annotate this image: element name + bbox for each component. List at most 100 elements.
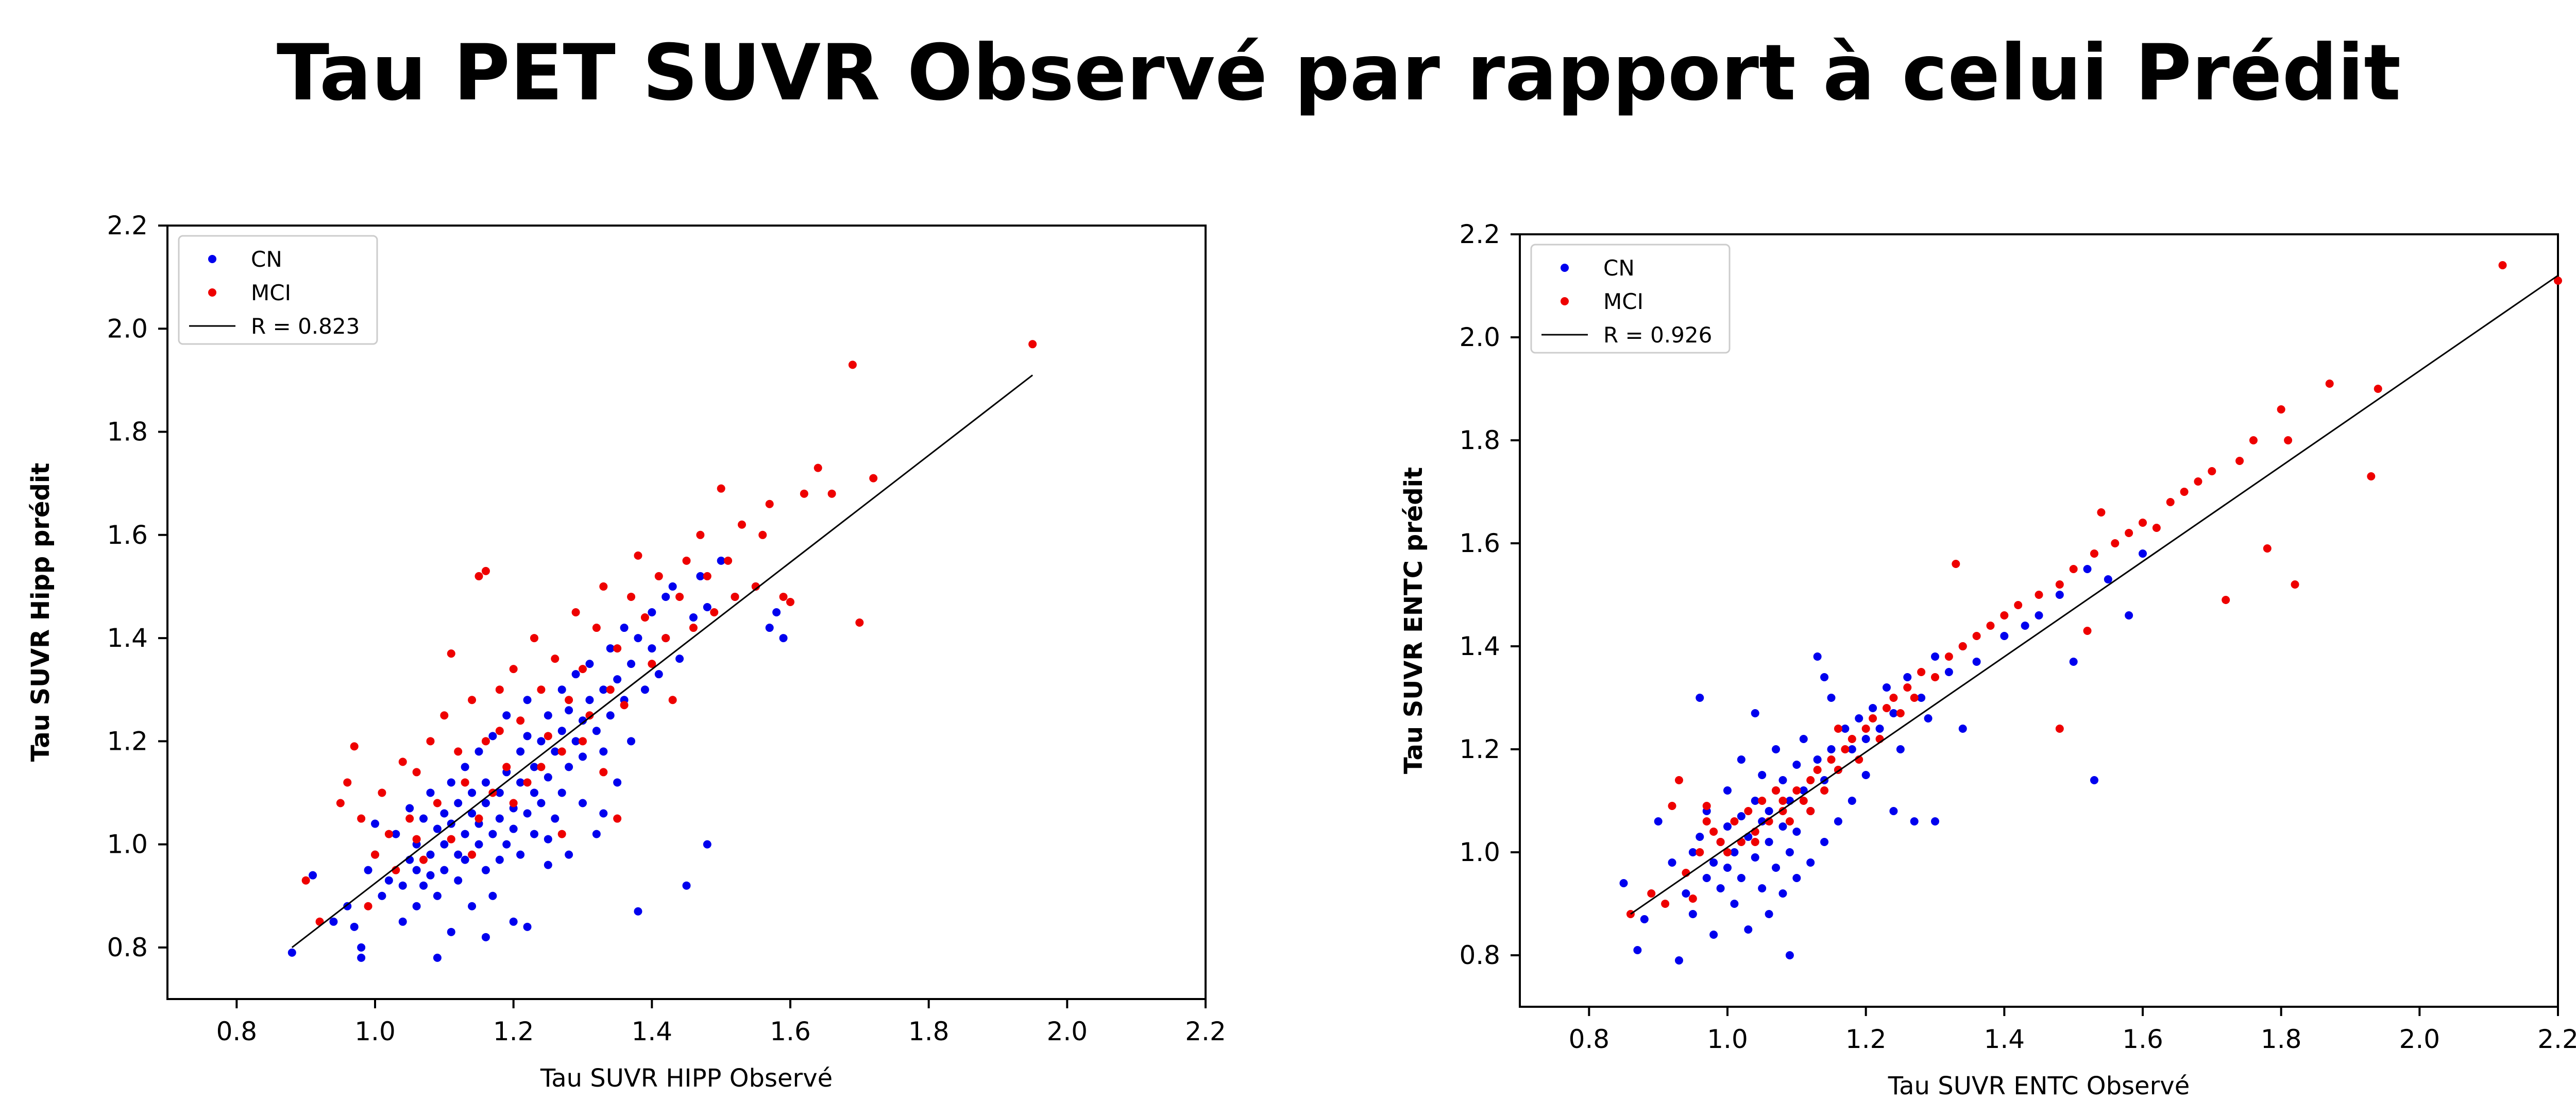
data-point-mci	[634, 551, 642, 560]
data-point-mci	[751, 582, 760, 591]
data-point-cn	[551, 814, 560, 823]
data-point-mci	[419, 855, 428, 864]
data-point-mci	[668, 696, 677, 704]
data-point-cn	[1730, 848, 1739, 856]
data-point-cn	[2083, 565, 2092, 573]
data-point-cn	[537, 799, 546, 807]
data-point-mci	[2263, 544, 2272, 553]
data-point-cn	[565, 763, 573, 771]
data-point-cn	[1861, 771, 1870, 779]
data-point-mci	[579, 737, 587, 746]
y-tick-label: 1.4	[1459, 631, 1500, 661]
legend-label: R = 0.823	[251, 314, 360, 339]
data-point-mci	[557, 747, 566, 756]
data-point-cn	[551, 747, 560, 756]
x-tick-label: 0.8	[216, 1017, 258, 1046]
data-point-cn	[474, 840, 483, 849]
data-point-cn	[703, 840, 711, 849]
data-point-cn	[419, 814, 428, 823]
data-point-mci	[1806, 807, 1815, 815]
data-point-cn	[648, 608, 656, 616]
data-point-cn	[398, 917, 407, 926]
data-point-mci	[1758, 797, 1767, 805]
data-point-mci	[551, 655, 560, 663]
data-point-mci	[737, 520, 746, 529]
data-point-mci	[454, 747, 463, 756]
data-point-mci	[1820, 786, 1829, 795]
data-point-cn	[468, 902, 477, 910]
plot-frame	[1519, 233, 2559, 1008]
data-point-mci	[1986, 622, 1995, 630]
data-point-cn	[1848, 745, 1856, 753]
data-point-mci	[662, 634, 670, 643]
data-point-cn	[1855, 714, 1863, 723]
data-point-cn	[1820, 673, 1829, 681]
data-point-cn	[509, 917, 518, 926]
data-point-mci	[1661, 900, 1670, 908]
data-point-cn	[1778, 889, 1787, 898]
data-point-cn	[1737, 755, 1745, 764]
data-point-cn	[495, 788, 504, 797]
data-point-cn	[1737, 874, 1745, 882]
data-point-cn	[1917, 694, 1926, 702]
data-point-cn	[640, 685, 649, 694]
data-point-mci	[357, 814, 366, 823]
data-point-mci	[2014, 601, 2023, 609]
data-point-mci	[1806, 776, 1815, 784]
data-point-mci	[717, 484, 725, 493]
x-axis-title: Tau SUVR ENTC Observé	[1888, 1072, 2190, 1100]
data-point-mci	[2554, 277, 2562, 285]
legend-label: MCI	[251, 280, 291, 305]
data-point-cn	[675, 655, 684, 663]
data-point-cn	[1723, 822, 1732, 831]
data-point-mci	[2035, 591, 2043, 599]
legend-marker-cn	[208, 255, 216, 263]
data-point-cn	[1765, 910, 1773, 918]
data-point-mci	[509, 799, 518, 807]
data-point-cn	[648, 644, 656, 653]
y-tick-label: 1.0	[107, 830, 148, 859]
data-point-cn	[1682, 889, 1690, 898]
data-point-mci	[336, 799, 345, 807]
data-point-mci	[2055, 580, 2064, 589]
data-point-cn	[433, 891, 442, 900]
legend-marker-mci	[208, 288, 216, 297]
data-point-mci	[2277, 405, 2285, 414]
data-point-cn	[1688, 910, 1697, 918]
data-point-mci	[461, 778, 469, 787]
data-point-cn	[634, 907, 642, 916]
legend-marker-cn	[1561, 264, 1569, 272]
legend-label: MCI	[1603, 289, 1643, 314]
data-point-mci	[579, 665, 587, 674]
data-point-cn	[384, 876, 393, 885]
data-point-cn	[1696, 833, 1704, 841]
data-point-mci	[855, 618, 864, 627]
data-point-cn	[599, 747, 608, 756]
data-point-mci	[2249, 436, 2258, 444]
data-point-mci	[343, 778, 352, 787]
data-point-mci	[2291, 580, 2299, 589]
data-point-mci	[468, 696, 477, 704]
data-point-cn	[398, 881, 407, 890]
data-point-mci	[378, 788, 386, 797]
data-point-cn	[1751, 853, 1759, 862]
data-point-cn	[544, 835, 552, 844]
data-point-cn	[1972, 658, 1981, 666]
data-point-cn	[1619, 879, 1628, 887]
legend-label: CN	[1603, 255, 1635, 281]
data-point-cn	[433, 953, 442, 962]
data-point-cn	[287, 948, 296, 957]
data-point-mci	[1668, 802, 1676, 810]
data-point-mci	[1848, 735, 1856, 743]
data-point-mci	[1723, 848, 1732, 856]
data-point-mci	[565, 696, 573, 704]
data-point-cn	[1758, 771, 1767, 779]
data-point-cn	[703, 603, 711, 611]
legend-marker-mci	[1561, 297, 1569, 305]
data-point-mci	[1841, 745, 1850, 753]
data-point-mci	[606, 685, 615, 694]
data-point-mci	[585, 711, 594, 720]
data-point-mci	[1772, 786, 1781, 795]
data-point-cn	[1702, 874, 1711, 882]
data-point-mci	[1778, 797, 1787, 805]
